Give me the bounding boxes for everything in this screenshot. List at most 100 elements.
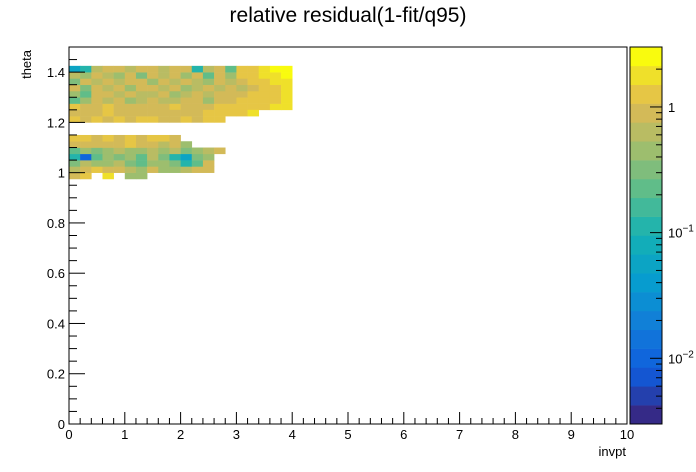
heatmap-cell [80,90,92,98]
heatmap-cell [102,84,114,92]
heatmap-cell [281,78,293,85]
heatmap-cell [281,103,293,111]
heatmap-cell [158,141,170,148]
colorbar-segment [630,197,662,217]
heatmap-cell [113,147,126,155]
heatmap-cell [124,160,137,167]
heatmap-cell [236,90,248,98]
y-axis: 0 0.2 0.4 0.6 0.8 1 1.2 1.4 [47,46,85,432]
heatmap-cell [180,166,193,173]
heatmap-cell [102,153,114,161]
colorbar-segment [630,84,662,104]
heatmap-cell [135,78,148,85]
heatmap-cell [69,65,81,73]
heatmap-cell [191,78,204,85]
heatmap-cell [124,65,137,73]
heatmap-cell [91,160,103,167]
heatmap-cell [269,103,282,111]
heatmap-cell [258,84,271,92]
heatmap-cell [202,166,215,173]
heatmap-cell [147,116,159,123]
heatmap-cell [214,147,226,155]
heatmap-cell [135,172,148,180]
heatmap-cell [124,172,137,180]
heatmap-cell [169,103,181,111]
heatmap-cell [80,72,92,79]
heatmap-cell [113,134,126,142]
heatmap-cell [147,84,159,92]
heatmap-cell [247,84,260,92]
heatmap-cell [124,141,137,148]
heatmap-cell [135,141,148,148]
heatmap-cell [258,90,271,98]
heatmap-cell [91,153,103,161]
colorbar-tick-label: 10−2 [668,349,694,366]
colorbar-segment [630,160,662,180]
heatmap-cell [269,65,282,73]
heatmap-cell [158,109,170,117]
heatmap-cell [281,72,293,79]
heatmap-cell [80,65,92,73]
heatmap-cell [202,160,215,167]
heatmap-cell [158,116,170,123]
x-tick-label: 5 [344,427,351,442]
heatmap-cell [91,90,103,98]
heatmap-cell [180,97,193,104]
heatmap-cell [225,90,237,98]
heatmap-cell [102,90,114,98]
heatmap-cell [258,103,271,111]
heatmap-cell [180,116,193,123]
heatmap-cell [113,153,126,161]
heatmap-cell [80,172,92,180]
y-tick-label: 0.8 [47,216,65,231]
heatmap-cell [191,153,204,161]
heatmap-cell [236,65,248,73]
heatmap-cell [102,160,114,167]
heatmap-cell [69,109,81,117]
heatmap-cell [69,160,81,167]
colorbar-segment [630,65,662,85]
heatmap-cell [124,90,137,98]
heatmap-cell [135,134,148,142]
heatmap-cell [191,103,204,111]
heatmap-cell [147,166,159,173]
heatmap-cell [80,84,92,92]
heatmap-cell [225,97,237,104]
heatmap-cell [91,84,103,92]
heatmap-cell [158,153,170,161]
heatmap-cell [180,141,193,148]
x-tick-label: 7 [456,427,463,442]
heatmap-cell [113,166,126,173]
heatmap-cell [147,65,159,73]
heatmap-cell [102,134,114,142]
heatmap-cell [214,90,226,98]
heatmap-cell [91,134,103,142]
heatmap-cell [69,72,81,79]
x-tick-label: 3 [233,427,240,442]
heatmap-cell [113,97,126,104]
heatmap-cell [91,65,103,73]
heatmap-cell [214,65,226,73]
colorbar-segment [630,122,662,142]
heatmap-cell [102,65,114,73]
heatmap-cell [169,84,181,92]
x-tick-label: 1 [121,427,128,442]
heatmap-cell [113,90,126,98]
heatmap-cell [169,97,181,104]
heatmap-cell [147,78,159,85]
x-tick-label: 6 [400,427,407,442]
heatmap-cell [124,166,137,173]
x-tick-label: 9 [568,427,575,442]
heatmap-cell [158,65,170,73]
heatmap-cell [202,147,215,155]
heatmap-cell [135,84,148,92]
heatmap-cell [180,160,193,167]
heatmap-cell [124,153,137,161]
heatmap-cell [113,65,126,73]
heatmap-cell [169,109,181,117]
heatmap-cell [158,84,170,92]
heatmap-cell [69,134,81,142]
heatmap-cell [135,72,148,79]
y-tick-label: 1 [58,166,65,181]
